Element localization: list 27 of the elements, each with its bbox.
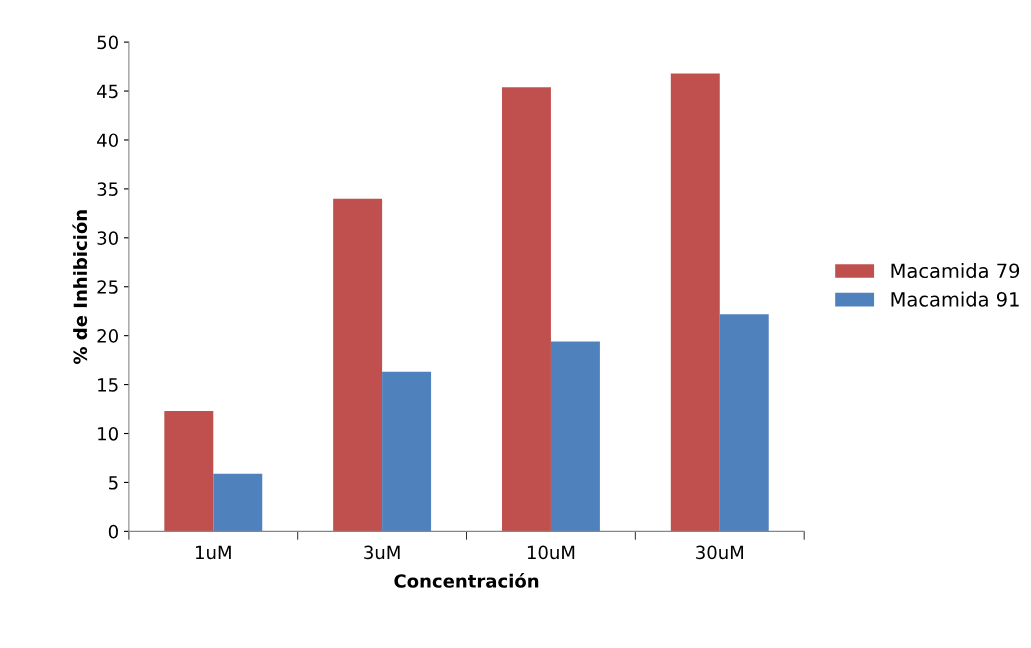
bar: [550, 341, 600, 532]
legend-label: Macamida 79: [891, 263, 1020, 279]
bar: [164, 411, 214, 532]
y-tick-label: 0: [108, 524, 118, 539]
bar: [213, 473, 263, 532]
bar: [382, 371, 432, 532]
y-tick-label: 5: [109, 476, 118, 490]
y-axis-title: % de Inhibición: [72, 210, 88, 365]
bar: [670, 73, 720, 532]
x-tick-label: 1uM: [196, 545, 231, 560]
bar: [501, 87, 551, 532]
bar: [333, 198, 383, 532]
x-axis-title: Concentración: [394, 573, 539, 588]
y-tick-label: 30: [97, 231, 118, 245]
y-tick-label: 10: [98, 426, 118, 441]
legend-label: Macamida 91: [891, 291, 1019, 307]
y-tick-label: 40: [97, 133, 118, 148]
x-tick-label: 3uM: [364, 545, 400, 560]
x-tick-label: 10uM: [527, 545, 575, 560]
y-tick-label: 25: [97, 280, 118, 294]
y-tick-label: 20: [97, 329, 118, 343]
x-tick-label: 30uM: [696, 545, 743, 560]
y-tick-label: 45: [97, 84, 118, 99]
bar: [719, 314, 769, 532]
y-tick-label: 15: [98, 378, 118, 392]
y-tick-label: 35: [97, 182, 118, 197]
y-tick-label: 50: [97, 35, 118, 50]
